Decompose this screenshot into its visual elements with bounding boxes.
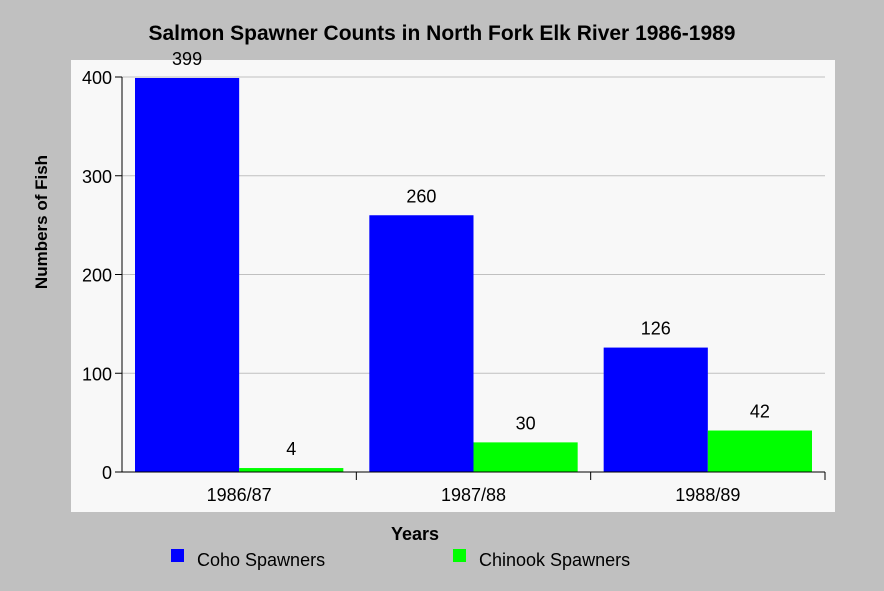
bar-chinook-spawners — [473, 442, 578, 472]
data-label: 126 — [641, 319, 671, 339]
legend-label: Chinook Spawners — [479, 550, 630, 570]
x-tick-label: 1988/89 — [675, 485, 740, 505]
bar-chinook-spawners — [239, 468, 344, 472]
bars — [135, 77, 812, 473]
bar-coho-spawners — [135, 77, 240, 473]
axes: 0 100 200 300 400 1986/87 1987/88 1988/89 — [82, 68, 826, 505]
legend-swatch — [453, 549, 466, 562]
y-tick-label: 300 — [82, 167, 112, 187]
legend-swatch — [171, 549, 184, 562]
y-tick-label: 400 — [82, 68, 112, 88]
data-label: 399 — [172, 49, 202, 69]
bar-coho-spawners — [603, 347, 708, 472]
x-axis-title: Years — [391, 524, 439, 544]
data-labels: 399 4 260 30 126 42 — [172, 49, 770, 459]
y-tick-label: 0 — [102, 463, 112, 483]
x-tick-label: 1987/88 — [441, 485, 506, 505]
data-label: 30 — [516, 413, 536, 433]
bar-coho-spawners — [369, 215, 474, 472]
legend: Coho Spawners Chinook Spawners — [171, 549, 630, 570]
bar-chinook-spawners — [707, 430, 812, 472]
legend-label: Coho Spawners — [197, 550, 325, 570]
x-tick-label: 1986/87 — [207, 485, 272, 505]
chart-title: Salmon Spawner Counts in North Fork Elk … — [148, 22, 735, 45]
data-label: 4 — [286, 439, 296, 459]
y-axis-title: Numbers of Fish — [32, 155, 51, 289]
data-label: 260 — [406, 186, 436, 206]
y-tick-label: 200 — [82, 266, 112, 286]
y-tick-label: 100 — [82, 364, 112, 384]
data-label: 42 — [750, 402, 770, 422]
